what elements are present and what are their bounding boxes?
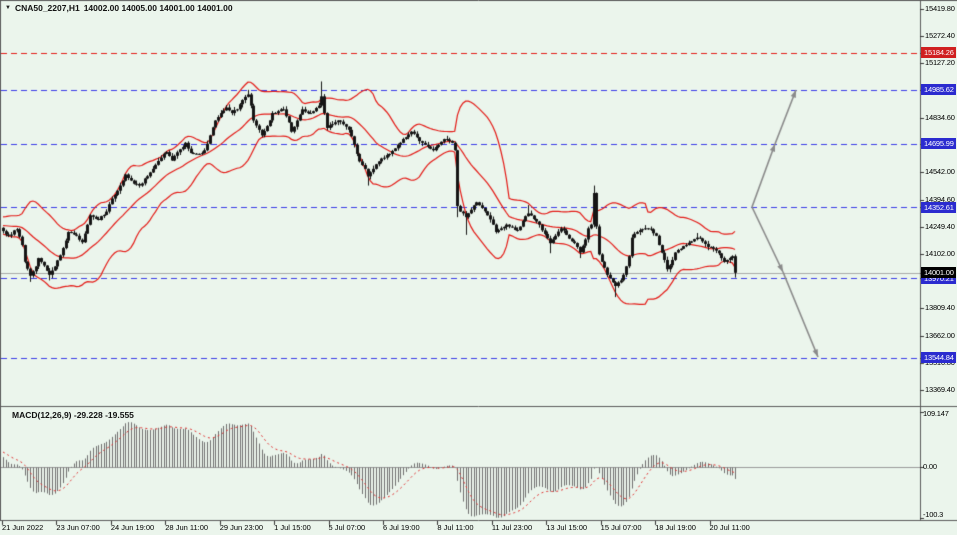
symbol-info: ▼ CNA50_2207,H1 14002.00 14005.00 14001.… <box>5 2 233 13</box>
time-tick-label: 11 Jul 23:00 <box>491 523 533 532</box>
price-tick-label: 13369.40 <box>925 385 955 395</box>
price-axis[interactable] <box>920 0 957 520</box>
ohlc-values: 14002.00 14005.00 14001.00 14001.00 <box>83 2 233 13</box>
time-tick-label: 13 Jul 15:00 <box>546 523 588 532</box>
level-price-badge: 14695.99 <box>921 138 956 150</box>
macd-indicator-label: MACD(12,26,9) -29.228 -19.555 <box>12 410 134 420</box>
current-price-badge: 14001.00 <box>921 267 956 279</box>
price-tick-label: 13662.00 <box>925 330 955 340</box>
price-tick-label: 14102.00 <box>925 248 955 258</box>
price-tick-label: 15419.80 <box>925 4 955 13</box>
macd-axis-min-label: -100.3 <box>923 510 944 519</box>
level-price-badge: 13970.21 <box>921 272 956 284</box>
level-price-badge: 14985.62 <box>921 84 956 96</box>
macd-axis-max-label: 109.147 <box>923 409 949 418</box>
time-tick-label: 18 Jul 19:00 <box>655 523 696 532</box>
macd-axis-zero-label: 0.00 <box>923 462 937 471</box>
symbol-period-label: CNA50_2207,H1 <box>14 2 80 13</box>
time-tick-label: 29 Jun 23:00 <box>219 523 264 532</box>
level-price-badge: 15184.26 <box>921 47 956 59</box>
time-tick-label: 1 Jul 15:00 <box>274 523 311 532</box>
time-tick-label: 8 Jul 11:00 <box>437 523 474 532</box>
price-tick-label: 15127.20 <box>925 58 955 68</box>
time-tick-label: 28 Jun 11:00 <box>165 523 209 532</box>
price-tick-label: 14542.00 <box>925 167 955 177</box>
price-tick-label: 14394.60 <box>925 194 955 204</box>
price-tick-label: 14834.60 <box>925 112 955 122</box>
time-tick-label: 24 Jun 19:00 <box>110 523 155 532</box>
ohlc-toggle-icon[interactable]: ▼ <box>5 4 11 11</box>
level-price-badge: 14352.61 <box>921 201 956 213</box>
price-tick-label: 14249.40 <box>925 221 955 231</box>
time-tick-label: 15 Jul 07:00 <box>600 523 642 532</box>
time-tick-label: 6 Jul 19:00 <box>382 523 420 532</box>
level-price-badge: 13544.84 <box>921 352 956 364</box>
time-tick-label: 5 Jul 07:00 <box>328 523 366 532</box>
price-tick-label: 13809.40 <box>925 303 955 313</box>
time-tick-label: 21 Jun 2022 <box>2 523 44 532</box>
time-tick-label: 23 Jun 07:00 <box>56 523 100 532</box>
time-tick-label: 20 Jul 11:00 <box>709 523 750 532</box>
price-tick-label: 15272.40 <box>925 31 955 41</box>
